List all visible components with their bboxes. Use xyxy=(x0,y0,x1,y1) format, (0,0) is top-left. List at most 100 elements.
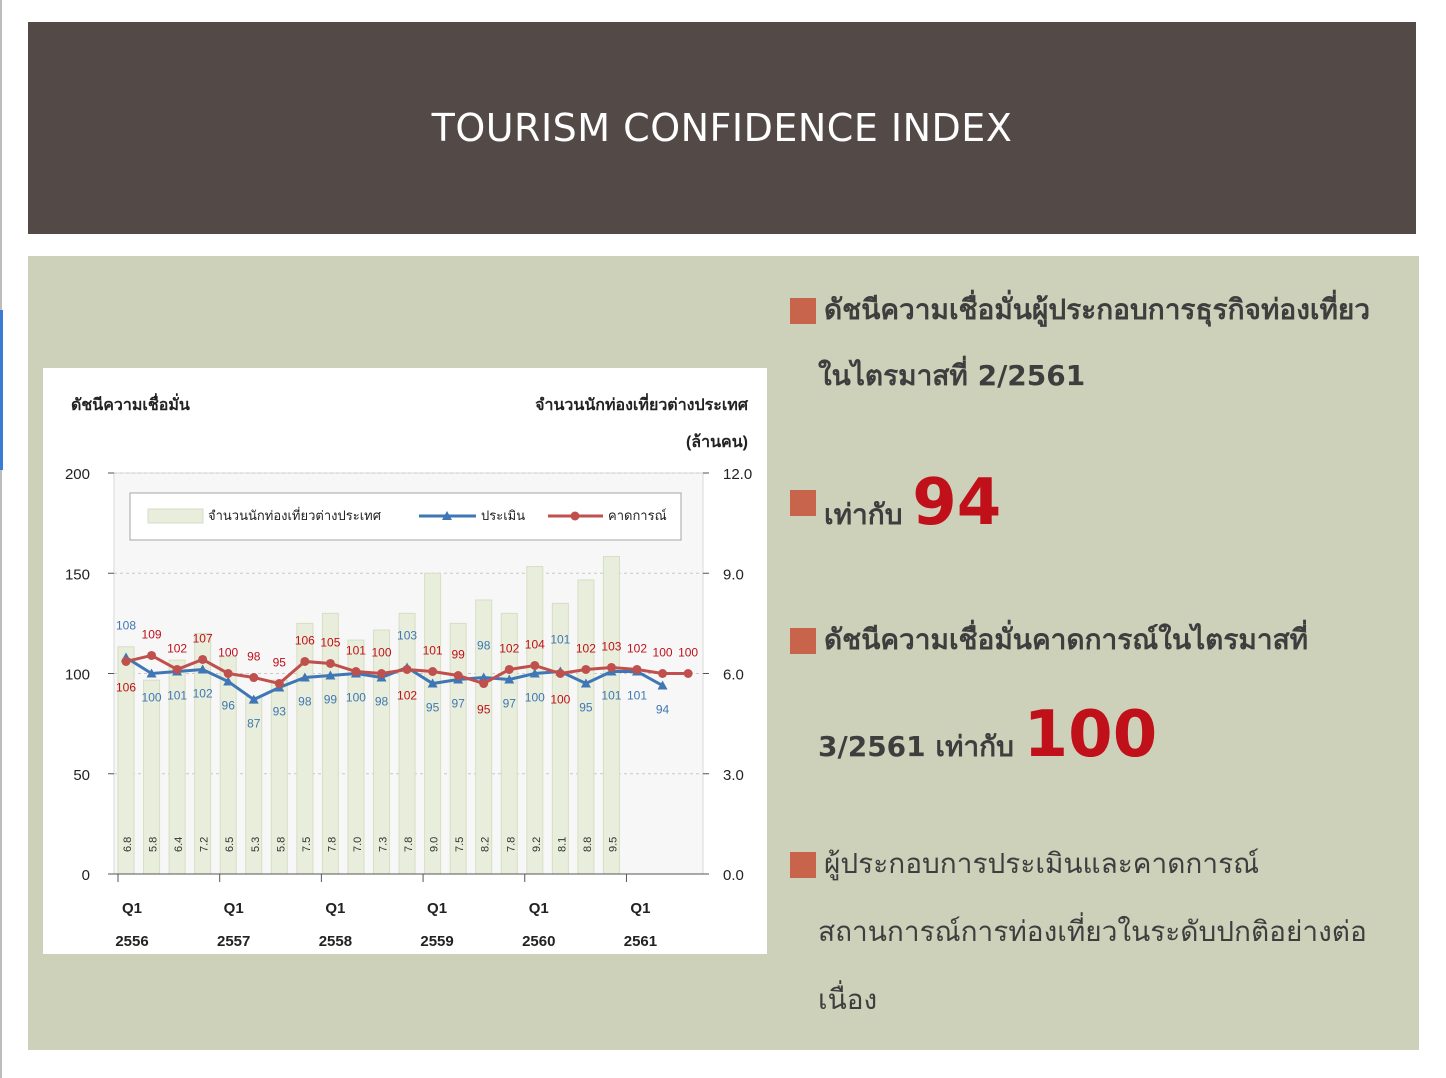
slide-header: TOURISM CONFIDENCE INDEX xyxy=(28,22,1416,234)
bullet-square-icon xyxy=(790,490,816,516)
bullet-item-forecast: ดัชนีความเชื่อมั่นคาดการณ์ในไตรมาสที่ xyxy=(790,618,1308,662)
bar xyxy=(526,566,544,875)
assess-data-label: 93 xyxy=(273,705,287,719)
forecast-data-label: 101 xyxy=(346,643,366,657)
slide-title: TOURISM CONFIDENCE INDEX xyxy=(431,106,1013,150)
forecast-point xyxy=(223,669,233,678)
forecast-data-label: 95 xyxy=(477,703,491,717)
highlight-value: 100 xyxy=(1023,698,1158,772)
bullet-square-icon xyxy=(790,852,816,878)
left-tick-label: 0 xyxy=(82,867,90,884)
bullet-square-icon xyxy=(790,298,816,324)
bar-data-label: 7.5 xyxy=(301,837,313,852)
forecast-point xyxy=(274,679,284,689)
forecast-data-label: 106 xyxy=(295,633,315,647)
assess-data-label: 100 xyxy=(142,691,162,705)
forecast-data-label: 98 xyxy=(247,650,261,664)
legend-bar-swatch xyxy=(147,508,204,524)
left-tick-label: 200 xyxy=(65,466,90,483)
forecast-point xyxy=(581,664,591,674)
assess-point xyxy=(223,676,234,686)
bar-data-label: 9.0 xyxy=(429,837,441,852)
bar-data-label: 7.0 xyxy=(352,837,364,852)
bar-data-label: 9.2 xyxy=(531,837,543,852)
right-tick-label: 6.0 xyxy=(723,667,744,684)
assess-data-label: 99 xyxy=(324,693,338,707)
assess-data-label: 103 xyxy=(397,628,417,642)
chart-container: 0 50 100 150 200 0.0 3.0 6.0 9.0 12.0 ดัชนีความเชื… xyxy=(43,368,767,954)
assess-data-label: 98 xyxy=(477,639,491,653)
forecast-point xyxy=(453,671,463,681)
bar-data-label: 7.2 xyxy=(199,837,211,852)
forecast-point xyxy=(479,679,489,689)
forecast-point xyxy=(300,656,310,666)
bar xyxy=(321,612,339,875)
bar-data-label: 8.1 xyxy=(556,837,568,852)
bar xyxy=(398,612,416,875)
forecast-data-label: 100 xyxy=(653,646,673,660)
forecast-point xyxy=(198,654,208,664)
forecast-data-label: 100 xyxy=(678,646,698,660)
assess-data-label: 100 xyxy=(346,691,366,705)
forecast-data-label: 101 xyxy=(423,643,443,657)
assess-data-label: 95 xyxy=(426,701,440,715)
assess-data-label: 94 xyxy=(656,703,670,717)
forecast-point xyxy=(606,662,616,672)
legend-assess-marker xyxy=(442,511,452,520)
forecast-data-label: 100 xyxy=(218,646,238,660)
left-tick-label: 50 xyxy=(73,767,90,784)
assess-point xyxy=(580,678,591,688)
x-year-label: 2557 xyxy=(217,933,250,950)
bar-data-label: 8.8 xyxy=(582,837,594,852)
bar-data-label: 7.8 xyxy=(505,837,517,852)
bar-data-label: 5.8 xyxy=(148,837,160,852)
x-quarter-label: Q1 xyxy=(630,900,650,917)
forecast-data-label: 100 xyxy=(371,646,391,660)
bar xyxy=(602,556,620,875)
assess-data-label: 98 xyxy=(375,695,389,709)
selection-accent-bar xyxy=(0,310,3,470)
forecast-data-label: 102 xyxy=(576,641,596,655)
legend-forecast-label: คาดการณ์ xyxy=(608,508,667,523)
forecast-point xyxy=(555,669,565,678)
forecast-data-label: 109 xyxy=(142,627,162,641)
left-axis-title: ดัชนีความเชื่อมั่น xyxy=(71,393,190,414)
forecast-data-label: 105 xyxy=(320,635,340,649)
right-tick-label: 12.0 xyxy=(723,466,752,483)
forecast-data-label: 100 xyxy=(550,693,570,707)
x-year-label: 2561 xyxy=(624,933,657,950)
assess-data-label: 97 xyxy=(451,697,465,711)
bullet-square-icon xyxy=(790,628,816,654)
x-quarter-label: Q1 xyxy=(325,900,345,917)
bullet-text: ดัชนีความเชื่อมั่นคาดการณ์ในไตรมาสที่ xyxy=(824,623,1309,656)
assess-point xyxy=(529,668,540,678)
left-tick-label: 100 xyxy=(65,667,90,684)
bullet-text: เท่ากับ xyxy=(824,498,903,531)
assess-data-label: 101 xyxy=(167,688,187,702)
forecast-point xyxy=(683,669,693,678)
bar-data-label: 9.5 xyxy=(607,837,619,852)
forecast-data-label: 106 xyxy=(116,680,136,694)
assess-data-label: 102 xyxy=(193,686,213,700)
x-year-label: 2556 xyxy=(115,933,148,950)
bar-data-label: 8.2 xyxy=(480,837,492,852)
forecast-data-label: 102 xyxy=(627,641,647,655)
right-tick-label: 0.0 xyxy=(723,867,744,884)
assess-data-label: 101 xyxy=(627,688,647,702)
x-year-label: 2558 xyxy=(319,933,352,950)
forecast-data-label: 107 xyxy=(193,631,213,645)
bullet-text-cont: เนื่อง xyxy=(818,983,878,1016)
forecast-point xyxy=(632,664,642,674)
bar-data-label: 6.4 xyxy=(173,837,185,852)
forecast-point xyxy=(172,664,182,674)
assess-point xyxy=(197,664,208,674)
bar xyxy=(577,579,595,875)
forecast-data-label: 99 xyxy=(451,648,465,662)
bullet-text: ผู้ประกอบการประเมินและคาดการณ์ xyxy=(824,847,1260,880)
right-tick-label: 9.0 xyxy=(723,566,744,583)
assess-point xyxy=(504,674,515,684)
assess-data-label: 87 xyxy=(247,717,261,731)
assess-data-label: 100 xyxy=(525,691,545,705)
x-quarter-label: Q1 xyxy=(224,900,244,917)
assess-point xyxy=(325,670,336,680)
